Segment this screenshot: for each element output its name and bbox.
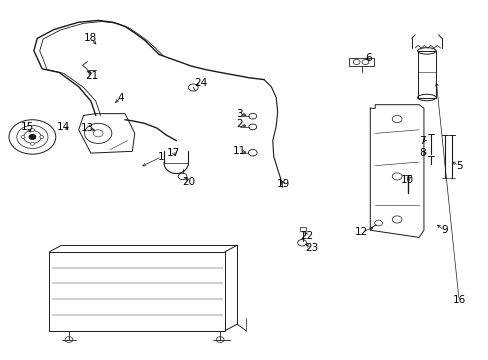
Text: 10: 10 — [401, 175, 413, 185]
Bar — [417, 51, 435, 98]
Bar — [348, 58, 373, 66]
Text: 17: 17 — [167, 148, 180, 158]
Bar — [49, 252, 224, 330]
Text: 1: 1 — [158, 152, 164, 162]
Text: 21: 21 — [85, 71, 99, 81]
Circle shape — [30, 129, 34, 131]
Text: 9: 9 — [440, 225, 447, 235]
Text: 3: 3 — [236, 109, 243, 119]
Text: 19: 19 — [276, 179, 289, 189]
Circle shape — [29, 134, 36, 139]
Bar — [299, 227, 306, 231]
Text: 12: 12 — [354, 227, 367, 237]
Text: 14: 14 — [57, 122, 70, 132]
Text: 13: 13 — [81, 123, 94, 133]
Text: 22: 22 — [300, 231, 313, 240]
Circle shape — [21, 135, 25, 138]
Circle shape — [30, 143, 34, 145]
Text: 5: 5 — [455, 161, 462, 171]
Text: 6: 6 — [365, 53, 371, 63]
Text: 23: 23 — [305, 243, 318, 253]
Text: 24: 24 — [194, 78, 207, 88]
Circle shape — [40, 135, 43, 138]
Text: 16: 16 — [451, 295, 465, 305]
Text: 8: 8 — [418, 148, 425, 158]
Text: 11: 11 — [232, 146, 246, 156]
Text: 7: 7 — [418, 136, 425, 145]
Text: 2: 2 — [236, 120, 243, 129]
Text: 15: 15 — [21, 122, 34, 132]
Text: 18: 18 — [84, 33, 97, 43]
Text: 4: 4 — [118, 93, 124, 103]
Text: 20: 20 — [182, 177, 195, 187]
